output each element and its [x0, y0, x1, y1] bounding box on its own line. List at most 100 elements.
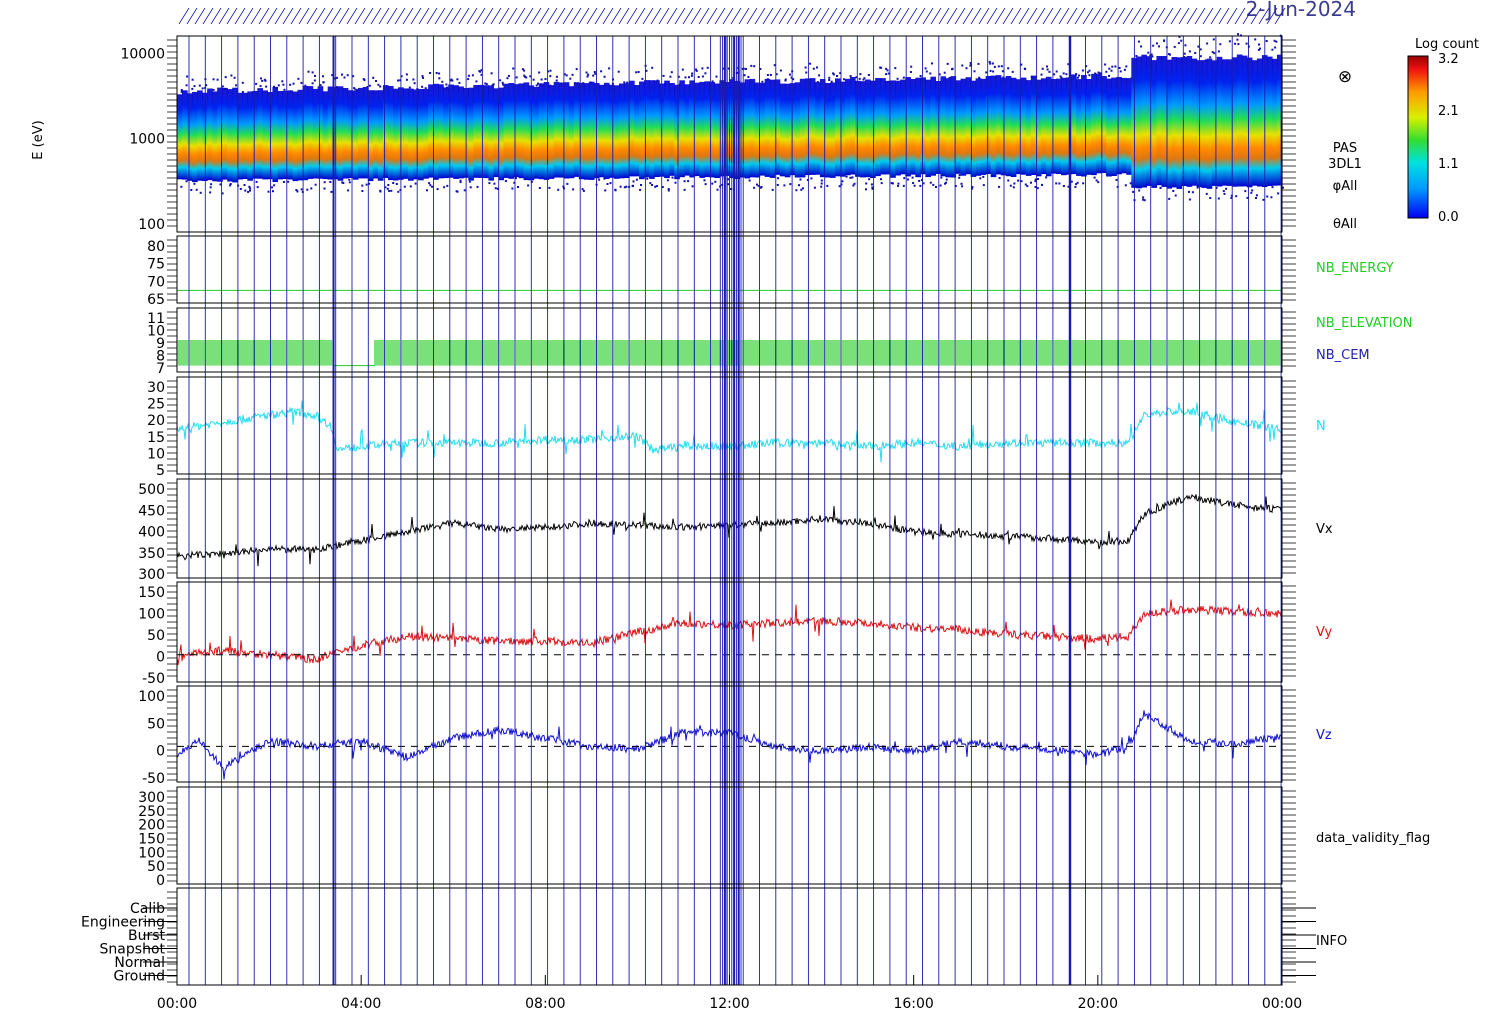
spectrogram-speckle: [637, 71, 640, 73]
spectrogram-speckle: [403, 185, 406, 188]
panel-frames: [143, 35, 1316, 986]
spectrogram-speckle: [515, 76, 518, 79]
spectrogram-column: [197, 90, 203, 181]
vz-tick-label: 50: [147, 716, 165, 732]
axis-labels-layer: 1000010001008075706511109873025201510550…: [81, 46, 1302, 1012]
time-tick-label: 08:00: [525, 996, 565, 1012]
spectrogram-speckle: [1209, 56, 1212, 59]
spectrogram-speckle: [1129, 182, 1132, 185]
panel-tick-marks: [167, 689, 1296, 781]
spectrogram-column: [649, 80, 655, 179]
spectrogram-speckle: [932, 183, 935, 186]
spectrogram-speckle: [295, 189, 298, 191]
spectrogram-speckle: [1040, 73, 1043, 76]
spectrogram-column: [523, 82, 530, 181]
info-tick-label: Normal: [114, 955, 165, 971]
spectrogram-column: [699, 81, 705, 178]
spectrogram-speckle: [307, 70, 310, 73]
spectrogram-speckle: [703, 179, 706, 182]
spectrogram-column: [322, 91, 329, 180]
spectrogram-speckle: [1045, 176, 1048, 179]
spectrogram-column: [1000, 77, 1007, 176]
spectrogram-speckle: [855, 76, 858, 79]
spectrogram-speckle: [571, 73, 574, 76]
spectrogram-speckle: [352, 75, 355, 78]
spectrogram-speckle: [1055, 70, 1058, 73]
spectrogram-column: [1106, 78, 1112, 177]
spectrogram-speckle: [919, 75, 922, 77]
spectrogram-speckle: [1062, 72, 1065, 75]
spectrogram-column: [608, 84, 615, 178]
spectrogram-speckle: [871, 186, 874, 189]
spectrogram-layer: [177, 33, 1284, 202]
spectrogram-speckle: [761, 80, 764, 83]
spectrogram-column: [317, 86, 324, 179]
nb-elevation-tick-label: 8: [156, 349, 165, 365]
spectrogram-speckle: [716, 188, 719, 191]
spectrogram-speckle: [463, 189, 466, 192]
spectrogram-speckle: [1093, 176, 1096, 179]
spectrogram-speckle: [1168, 197, 1171, 200]
spectrogram-column: [774, 79, 781, 175]
spectrogram-column: [377, 90, 384, 181]
spectrogram-speckle: [1204, 59, 1207, 62]
spectrogram-speckle: [586, 75, 589, 78]
spectrogram-column: [644, 80, 650, 178]
spectrogram-column: [433, 83, 439, 180]
nb-elevation-tick-label: 11: [147, 311, 165, 327]
spectrogram-speckle: [1273, 39, 1276, 42]
spectrogram-speckle: [1282, 186, 1284, 189]
spectrogram-speckle: [939, 184, 942, 187]
spectrogram-speckle: [845, 175, 848, 178]
spectrogram-speckle: [654, 185, 657, 188]
spectrogram-speckle: [314, 183, 317, 186]
spectrogram-column: [207, 88, 213, 181]
spectrogram-speckle: [603, 75, 606, 78]
spectrogram-speckle: [247, 190, 250, 193]
spectrogram-column: [674, 84, 680, 180]
spectrogram-speckle: [1012, 186, 1015, 189]
density-label: N: [1316, 419, 1326, 434]
spectrogram-speckle: [421, 85, 424, 88]
spectrogram-speckle: [479, 70, 482, 73]
spectrogram-speckle: [985, 71, 988, 74]
vx-tick-label: 400: [138, 525, 165, 541]
spectrogram-column: [855, 80, 861, 177]
spectrogram-speckle: [1211, 51, 1214, 54]
spectrogram-speckle: [1105, 70, 1108, 73]
spectrogram-column: [227, 89, 233, 182]
spectrogram-speckle: [1034, 180, 1037, 183]
spectrogram-speckle: [1212, 38, 1215, 41]
spectrogram-column: [1061, 77, 1067, 176]
spectrogram-speckle: [488, 182, 491, 185]
spectrogram-speckle: [209, 186, 212, 189]
spectrogram-speckle: [920, 179, 923, 182]
spectrogram-speckle: [1046, 68, 1049, 71]
spectrogram-speckle: [771, 188, 774, 191]
spectrogram-column: [654, 80, 660, 177]
spectrogram-speckle: [555, 79, 558, 82]
spectrogram-speckle: [582, 189, 585, 192]
time-tick-label: 16:00: [893, 996, 933, 1012]
phi-label: φAll: [1333, 179, 1358, 194]
vy-tick-label: 0: [156, 650, 165, 666]
spectrogram-speckle: [219, 183, 222, 186]
spectrogram-speckle: [626, 81, 629, 84]
spectrogram-speckle: [641, 77, 644, 80]
spectrogram-column: [413, 89, 419, 180]
spectrogram-speckle: [1265, 40, 1268, 42]
spectrogram-speckle: [1151, 55, 1154, 58]
spectrogram-speckle: [216, 78, 219, 81]
spectrogram-column: [513, 84, 520, 177]
spectrogram-speckle: [361, 190, 364, 192]
spectrogram-speckle: [1219, 43, 1222, 46]
spectrogram-speckle: [958, 176, 961, 179]
spectrogram-speckle: [1143, 199, 1146, 202]
spectrogram-speckle: [759, 68, 762, 70]
spectrogram-speckle: [945, 178, 948, 181]
spectrogram-speckle: [467, 74, 470, 77]
spectrogram-column: [1186, 56, 1193, 187]
spectrogram-column: [905, 77, 911, 177]
spectrogram-speckle: [903, 177, 906, 180]
spectrogram-speckle: [515, 177, 517, 180]
